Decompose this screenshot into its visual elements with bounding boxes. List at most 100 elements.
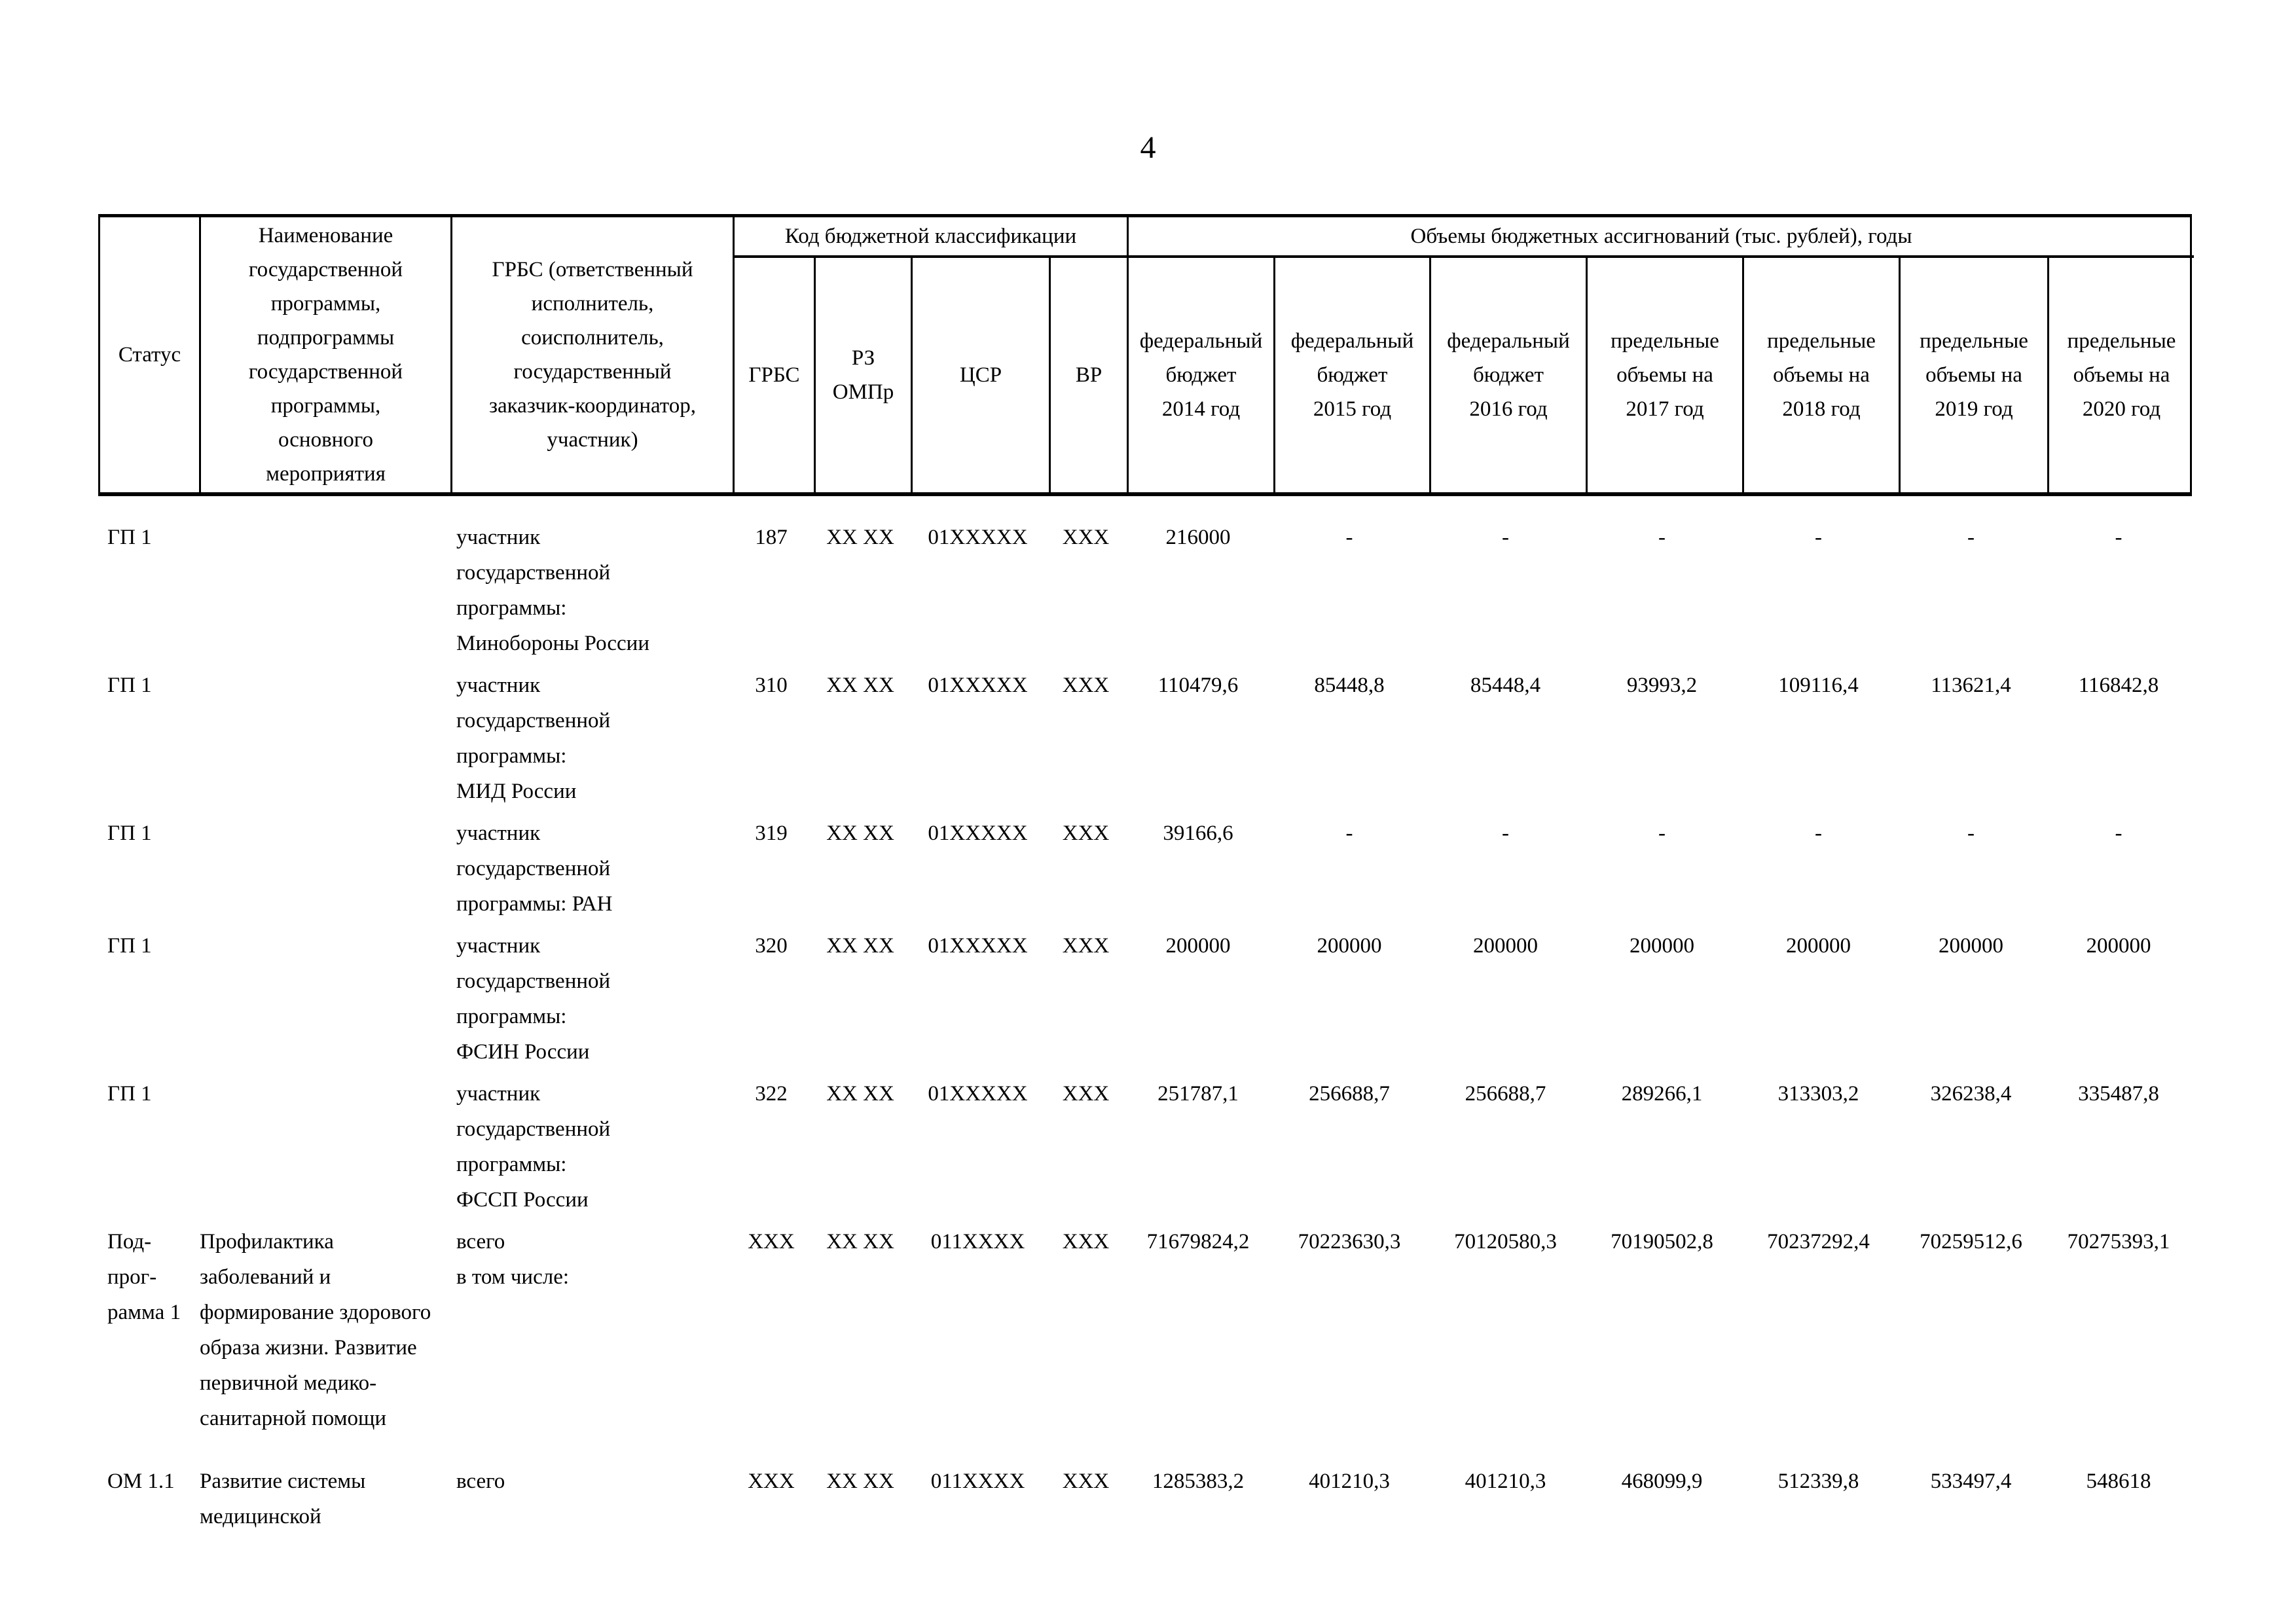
grbs-cell: участник государственной программы: РАН <box>456 821 613 916</box>
header-grbs-code: ГРБС <box>733 258 814 492</box>
header-tsr: ЦСР <box>911 258 1049 492</box>
value-2015-cell: 70223630,3 <box>1298 1230 1401 1254</box>
value-2019-cell: 533497,4 <box>1930 1470 2012 1493</box>
code-grbs-cell: 319 <box>755 821 788 845</box>
page-number: 4 <box>1140 130 1156 165</box>
value-2020-cell: 200000 <box>2086 934 2151 958</box>
code-vr-cell: XXX <box>1062 934 1110 958</box>
status-cell: ГП 1 <box>107 821 152 845</box>
code-rz-cell: XX XX <box>826 526 894 549</box>
grbs-cell: участник государственной программы: МИД … <box>456 674 611 803</box>
code-tsr-cell: 01XXXXX <box>928 674 1028 697</box>
program-name-cell <box>197 816 448 922</box>
header-rz-ompr: РЗ ОМПр <box>814 258 911 492</box>
header-year-2014: федеральный бюджет 2014 год <box>1127 258 1273 492</box>
grbs-cell: участник государственной программы: ФССП… <box>456 1082 611 1212</box>
code-tsr-cell: 01XXXXX <box>928 526 1028 549</box>
code-vr-cell: XXX <box>1062 1230 1110 1254</box>
code-tsr-cell: 011XXXX <box>930 1230 1025 1254</box>
value-2014-cell: 216000 <box>1165 526 1231 549</box>
code-tsr-cell: 011XXXX <box>930 1470 1025 1493</box>
status-cell: Под- прог- рамма 1 <box>107 1230 181 1324</box>
value-2016-cell: - <box>1502 821 1509 845</box>
table-row: Под- прог- рамма 1 Профилактика заболева… <box>98 1224 2192 1436</box>
value-2017-cell: 200000 <box>1630 934 1694 958</box>
table-row: ГП 1 участник государственной программы:… <box>98 1076 2192 1218</box>
value-2020-cell: - <box>2115 526 2123 549</box>
code-rz-cell: XX XX <box>826 934 894 958</box>
value-2016-cell: 200000 <box>1473 934 1538 958</box>
status-cell: ГП 1 <box>107 526 152 549</box>
value-2017-cell: - <box>1658 821 1666 845</box>
code-rz-cell: XX XX <box>826 1470 894 1493</box>
table-row: ГП 1 участник государственной программы:… <box>98 520 2192 661</box>
table-row: ОМ 1.1 Развитие системы медицинской всег… <box>98 1464 2192 1534</box>
header-year-2018: предельные объемы на 2018 год <box>1742 258 1899 492</box>
value-2014-cell: 251787,1 <box>1157 1082 1239 1106</box>
value-2014-cell: 71679824,2 <box>1146 1230 1250 1254</box>
program-name-cell: Развитие системы медицинской <box>200 1470 366 1528</box>
header-year-2017: предельные объемы на 2017 год <box>1586 258 1742 492</box>
code-rz-cell: XX XX <box>826 821 894 845</box>
value-2018-cell: 313303,2 <box>1777 1082 1859 1106</box>
status-cell: ГП 1 <box>107 674 152 697</box>
value-2016-cell: 256688,7 <box>1465 1082 1546 1106</box>
header-year-2020: предельные объемы на 2020 год <box>2047 258 2194 492</box>
value-2014-cell: 1285383,2 <box>1152 1470 1245 1493</box>
status-cell: ГП 1 <box>107 934 152 958</box>
grbs-cell: всего <box>456 1470 505 1493</box>
program-name-cell <box>197 928 448 1070</box>
value-2019-cell: 200000 <box>1939 934 2003 958</box>
code-vr-cell: XXX <box>1062 1082 1110 1106</box>
value-2018-cell: - <box>1815 821 1822 845</box>
header-year-2015: федеральный бюджет 2015 год <box>1273 258 1429 492</box>
value-2015-cell: - <box>1345 821 1353 845</box>
value-2018-cell: 512339,8 <box>1777 1470 1859 1493</box>
table-header: Статус Наименование государственной прог… <box>98 214 2194 496</box>
code-rz-cell: XX XX <box>826 1230 894 1254</box>
table-row: ГП 1 участник государственной программы:… <box>98 668 2192 809</box>
code-rz-cell: XX XX <box>826 674 894 697</box>
grbs-cell: участник государственной программы: ФСИН… <box>456 934 611 1064</box>
value-2014-cell: 200000 <box>1165 934 1231 958</box>
value-2015-cell: - <box>1345 526 1353 549</box>
value-2017-cell: 468099,9 <box>1621 1470 1703 1493</box>
program-name-cell <box>197 520 448 661</box>
value-2019-cell: 113621,4 <box>1931 674 2011 697</box>
header-program-name: Наименование государственной программы, … <box>199 217 450 492</box>
code-tsr-cell: 01XXXXX <box>928 821 1028 845</box>
grbs-cell: участник государственной программы: Мино… <box>456 526 650 655</box>
header-year-2019: предельные объемы на 2019 год <box>1899 258 2047 492</box>
table-row: ГП 1 участник государственной программы:… <box>98 816 2192 922</box>
value-2016-cell: 401210,3 <box>1465 1470 1546 1493</box>
value-2020-cell: 548618 <box>2086 1470 2151 1493</box>
value-2015-cell: 85448,8 <box>1314 674 1385 697</box>
value-2017-cell: 93993,2 <box>1626 674 1698 697</box>
header-group-budget-code: Код бюджетной классификации <box>733 217 1127 258</box>
header-group-budget-volumes: Объемы бюджетных ассигнований (тыс. рубл… <box>1127 217 2194 258</box>
program-name-cell <box>197 668 448 809</box>
code-grbs-cell: XXX <box>748 1230 795 1254</box>
value-2014-cell: 39166,6 <box>1163 821 1233 845</box>
value-2019-cell: - <box>1967 821 1975 845</box>
value-2020-cell: 335487,8 <box>2078 1082 2159 1106</box>
value-2019-cell: 326238,4 <box>1930 1082 2012 1106</box>
header-status: Статус <box>118 343 181 367</box>
code-tsr-cell: 01XXXXX <box>928 934 1028 958</box>
value-2020-cell: 116842,8 <box>2078 674 2159 697</box>
value-2019-cell: - <box>1967 526 1975 549</box>
value-2016-cell: 85448,4 <box>1470 674 1541 697</box>
value-2017-cell: - <box>1658 526 1666 549</box>
value-2020-cell: 70275393,1 <box>2067 1230 2170 1254</box>
value-2016-cell: 70120580,3 <box>1454 1230 1557 1254</box>
grbs-cell: всего в том числе: <box>456 1230 570 1289</box>
program-name-cell: Профилактика заболеваний и формирование … <box>200 1230 431 1430</box>
value-2015-cell: 200000 <box>1317 934 1382 958</box>
header-grbs-executor: ГРБС (ответственный исполнитель, соиспол… <box>450 217 733 492</box>
status-cell: ОМ 1.1 <box>107 1470 175 1493</box>
header-vr: ВР <box>1049 258 1127 492</box>
code-rz-cell: XX XX <box>826 1082 894 1106</box>
budget-table: Статус Наименование государственной прог… <box>98 214 2194 1534</box>
value-2017-cell: 289266,1 <box>1621 1082 1703 1106</box>
